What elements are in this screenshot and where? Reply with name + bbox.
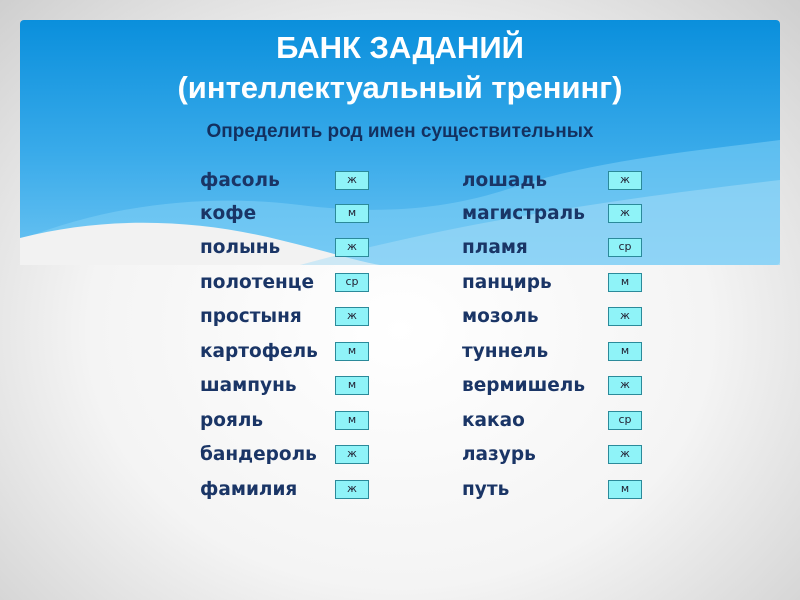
gender-answer-box[interactable]: м: [335, 342, 369, 361]
subtitle: Определить род имен существительных: [206, 121, 594, 142]
gender-answer-box[interactable]: м: [335, 376, 369, 395]
gender-answer-box[interactable]: ж: [608, 171, 642, 190]
word: кофе: [200, 203, 257, 224]
gender-answer-box[interactable]: м: [608, 273, 642, 292]
word: магистраль: [462, 203, 585, 224]
title-line-1: БАНК ЗАДАНИЙ: [276, 30, 524, 65]
word: лазурь: [462, 444, 536, 465]
word: рояль: [200, 410, 264, 431]
gender-answer-box[interactable]: ср: [608, 238, 642, 257]
gender-answer-box[interactable]: м: [608, 480, 642, 499]
title-line-2: (интеллектуальный тренинг): [177, 70, 623, 105]
word: пламя: [462, 237, 528, 258]
word: фасоль: [200, 170, 280, 191]
gender-answer-box[interactable]: м: [335, 204, 369, 223]
word: полынь: [200, 237, 281, 258]
gender-answer-box[interactable]: м: [608, 342, 642, 361]
word: какао: [462, 410, 525, 431]
word: туннель: [462, 341, 549, 362]
gender-answer-box[interactable]: ж: [335, 171, 369, 190]
gender-answer-box[interactable]: ж: [608, 376, 642, 395]
gender-answer-box[interactable]: ср: [608, 411, 642, 430]
word: шампунь: [200, 375, 297, 396]
gender-answer-box[interactable]: м: [335, 411, 369, 430]
word: панцирь: [462, 272, 552, 293]
gender-answer-box[interactable]: ж: [335, 307, 369, 326]
gender-answer-box[interactable]: ж: [608, 307, 642, 326]
word: простыня: [200, 306, 302, 327]
word: картофель: [200, 341, 318, 362]
gender-answer-box[interactable]: ср: [335, 273, 369, 292]
gender-answer-box[interactable]: ж: [335, 238, 369, 257]
word: путь: [462, 479, 510, 500]
word: лошадь: [462, 170, 548, 191]
word: фамилия: [200, 479, 298, 500]
gender-answer-box[interactable]: ж: [335, 445, 369, 464]
word: мозоль: [462, 306, 539, 327]
gender-answer-box[interactable]: ж: [608, 204, 642, 223]
gender-answer-box[interactable]: ж: [608, 445, 642, 464]
gender-answer-box[interactable]: ж: [335, 480, 369, 499]
word: полотенце: [200, 272, 315, 293]
word: вермишель: [462, 375, 586, 396]
word: бандероль: [200, 444, 317, 465]
